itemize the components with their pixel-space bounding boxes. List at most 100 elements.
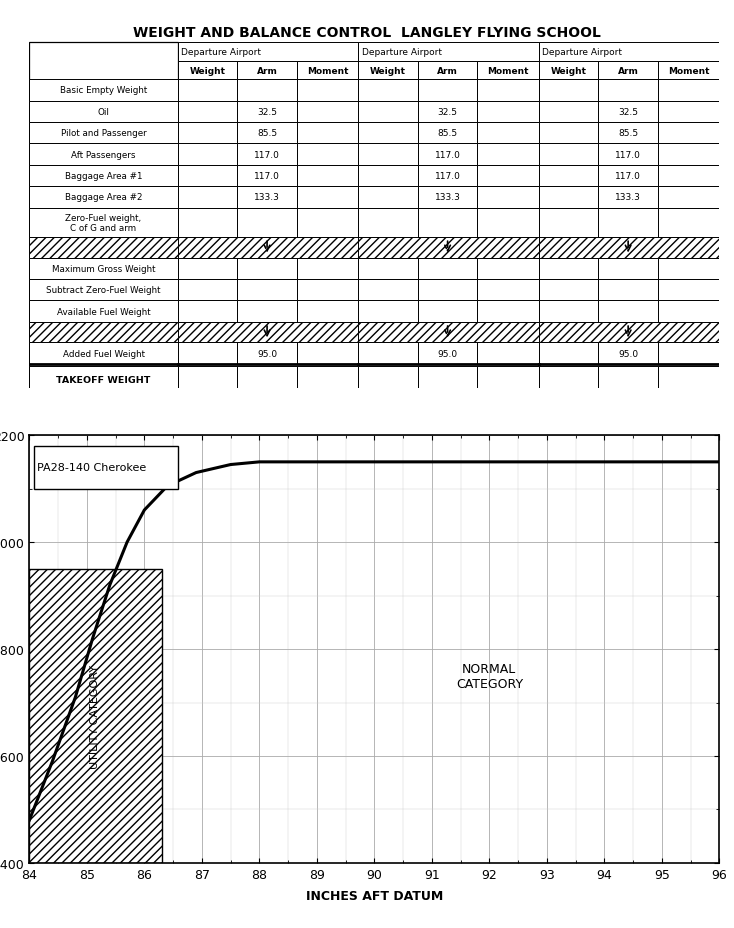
Text: 85.5: 85.5 [618, 129, 638, 138]
Bar [297, 343, 358, 365]
Bar [477, 166, 539, 187]
Bar [658, 187, 719, 209]
Text: Moment: Moment [307, 67, 349, 75]
Text: Arm: Arm [618, 67, 639, 75]
Text: 85.5: 85.5 [257, 129, 277, 138]
Text: Weight: Weight [189, 67, 225, 75]
Bar [29, 367, 178, 394]
Bar [178, 166, 237, 187]
Bar [29, 343, 178, 365]
Text: NORMAL
CATEGORY: NORMAL CATEGORY [456, 662, 523, 690]
Bar [29, 279, 178, 301]
Bar [29, 322, 178, 343]
Text: UTILITY CATEGORY: UTILITY CATEGORY [90, 664, 101, 768]
Bar [658, 301, 719, 322]
Bar [358, 322, 539, 343]
Bar [539, 343, 598, 365]
Bar [418, 166, 477, 187]
Bar [477, 301, 539, 322]
Bar [539, 279, 598, 301]
Bar [418, 301, 477, 322]
Text: Added Fuel Weight: Added Fuel Weight [62, 349, 145, 358]
Bar [237, 258, 297, 279]
Bar [477, 209, 539, 238]
Bar [178, 61, 237, 80]
Bar [539, 187, 598, 209]
Text: 32.5: 32.5 [257, 108, 277, 117]
Bar [358, 238, 539, 258]
Bar [358, 44, 539, 61]
Text: Weight: Weight [550, 67, 586, 75]
Text: Aft Passengers: Aft Passengers [71, 150, 136, 160]
Bar [237, 61, 297, 80]
Bar [297, 122, 358, 145]
Bar [539, 301, 598, 322]
Bar [29, 238, 178, 258]
Bar [418, 187, 477, 209]
Bar [358, 279, 418, 301]
Bar [297, 209, 358, 238]
Text: Departure Airport: Departure Airport [181, 48, 261, 57]
Bar [598, 101, 658, 122]
Bar [29, 569, 161, 863]
Bar [358, 145, 418, 166]
Bar [34, 446, 178, 489]
Bar [477, 122, 539, 145]
Text: Pilot and Passenger: Pilot and Passenger [61, 129, 146, 138]
Text: 117.0: 117.0 [435, 150, 460, 160]
Bar [178, 187, 237, 209]
Bar [418, 122, 477, 145]
Bar [477, 80, 539, 101]
Bar [297, 101, 358, 122]
Bar [477, 367, 539, 394]
Bar [418, 209, 477, 238]
Text: 133.3: 133.3 [615, 193, 641, 202]
Bar [477, 279, 539, 301]
Bar [297, 80, 358, 101]
Bar [297, 145, 358, 166]
Bar [29, 187, 178, 209]
Bar [598, 166, 658, 187]
Bar [237, 101, 297, 122]
Bar [598, 209, 658, 238]
Bar [658, 122, 719, 145]
Bar [539, 101, 598, 122]
Bar [297, 279, 358, 301]
Text: 117.0: 117.0 [254, 172, 280, 181]
Bar [178, 301, 237, 322]
Bar [29, 258, 178, 279]
Bar [598, 145, 658, 166]
X-axis label: INCHES AFT DATUM: INCHES AFT DATUM [306, 889, 443, 902]
Bar [178, 279, 237, 301]
Bar [178, 145, 237, 166]
Bar [539, 367, 598, 394]
Bar [658, 258, 719, 279]
Bar [178, 80, 237, 101]
Bar [237, 80, 297, 101]
Bar [297, 367, 358, 394]
Bar [539, 209, 598, 238]
Text: 117.0: 117.0 [615, 150, 641, 160]
Bar [29, 209, 178, 238]
Bar [297, 61, 358, 80]
Bar [539, 238, 719, 258]
Bar [418, 343, 477, 365]
Text: Subtract Zero-Fuel Weight: Subtract Zero-Fuel Weight [46, 286, 161, 295]
Bar [237, 367, 297, 394]
Bar [477, 187, 539, 209]
Text: PA-28-140
Cherokee: PA-28-140 Cherokee [72, 205, 135, 233]
Text: 85.5: 85.5 [437, 129, 458, 138]
Bar [658, 343, 719, 365]
Bar [658, 279, 719, 301]
Text: Moment: Moment [487, 67, 528, 75]
Bar [178, 258, 237, 279]
Bar [477, 258, 539, 279]
Bar [418, 367, 477, 394]
Text: TAKEOFF WEIGHT: TAKEOFF WEIGHT [57, 376, 150, 385]
Bar [539, 145, 598, 166]
Bar [598, 343, 658, 365]
Text: 32.5: 32.5 [618, 108, 638, 117]
Bar [178, 343, 237, 365]
Bar [539, 44, 719, 61]
Bar [297, 258, 358, 279]
